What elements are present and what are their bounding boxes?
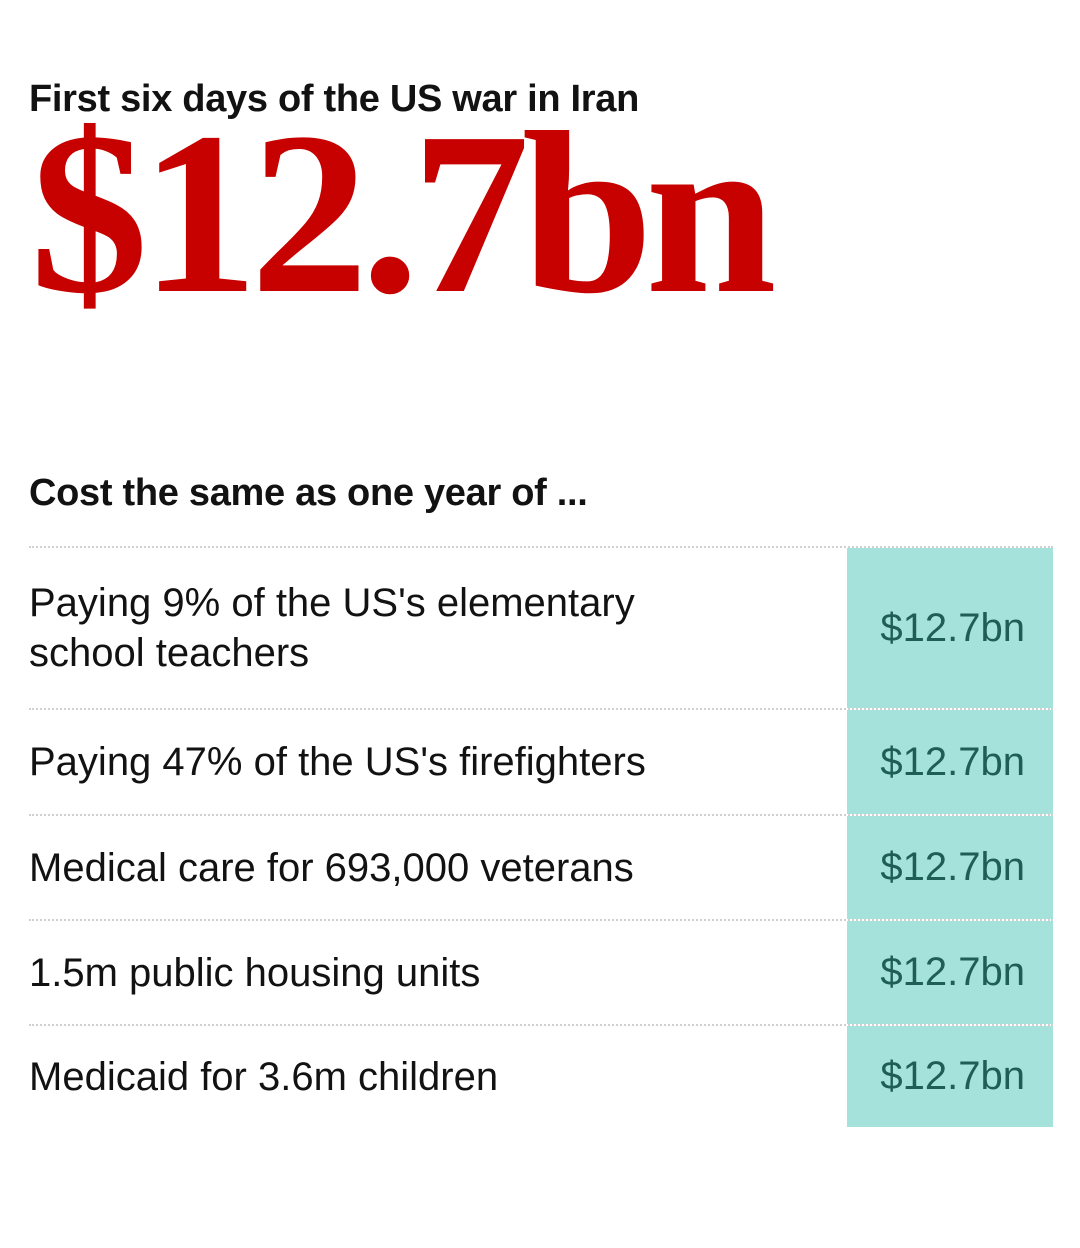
table-row: 1.5m public housing units $12.7bn xyxy=(29,919,1053,1024)
row-value: $12.7bn xyxy=(847,921,1053,1024)
table-row: Paying 47% of the US's firefighters $12.… xyxy=(29,708,1053,814)
row-label: Paying 47% of the US's firefighters xyxy=(29,740,646,784)
table-row: Medical care for 693,000 veterans $12.7b… xyxy=(29,814,1053,919)
headline: First six days of the US war in Iran xyxy=(29,78,640,120)
row-value: $12.7bn xyxy=(847,548,1053,708)
table-row: Paying 9% of the US's elementary school … xyxy=(29,546,1053,708)
row-value: $12.7bn xyxy=(847,1026,1053,1127)
row-value: $12.7bn xyxy=(847,816,1053,919)
table-row: Medicaid for 3.6m children $12.7bn xyxy=(29,1024,1053,1127)
row-label: Medical care for 693,000 veterans xyxy=(29,845,634,890)
row-value: $12.7bn xyxy=(847,710,1053,814)
row-label: Medicaid for 3.6m children xyxy=(29,1054,499,1099)
subheading: Cost the same as one year of ... xyxy=(29,472,588,514)
row-label: Paying 9% of the US's elementary school … xyxy=(29,581,635,675)
comparison-table: Paying 9% of the US's elementary school … xyxy=(29,546,1053,1127)
row-label: 1.5m public housing units xyxy=(29,950,481,995)
total-cost: $12.7bn xyxy=(30,85,777,342)
